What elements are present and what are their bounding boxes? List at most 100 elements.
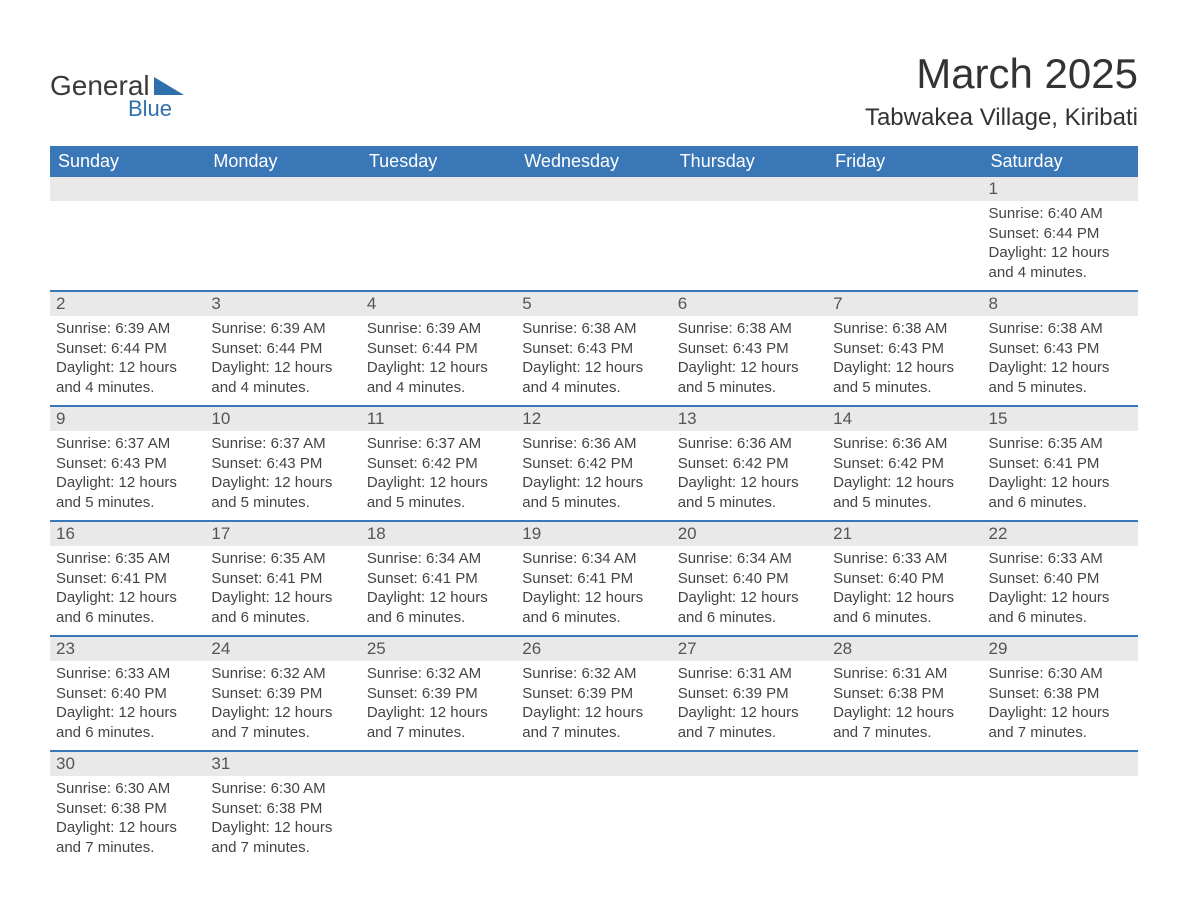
sunset-text: Sunset: 6:41 PM <box>989 454 1132 474</box>
day-number-cell: 30 <box>50 751 205 776</box>
day-number: 29 <box>989 639 1008 658</box>
day-number-cell: 14 <box>827 406 982 431</box>
calendar-table: Sunday Monday Tuesday Wednesday Thursday… <box>50 146 1138 865</box>
day-number-cell: 2 <box>50 291 205 316</box>
week-details-row: Sunrise: 6:39 AMSunset: 6:44 PMDaylight:… <box>50 316 1138 406</box>
day-number-cell: 9 <box>50 406 205 431</box>
day-number: 5 <box>522 294 531 313</box>
day-number-cell <box>205 177 360 201</box>
day-details-cell: Sunrise: 6:32 AMSunset: 6:39 PMDaylight:… <box>516 661 671 751</box>
sunset-text: Sunset: 6:38 PM <box>211 799 354 819</box>
sunrise-text: Sunrise: 6:33 AM <box>989 549 1132 569</box>
sunrise-text: Sunrise: 6:39 AM <box>211 319 354 339</box>
sunrise-text: Sunrise: 6:40 AM <box>989 204 1132 224</box>
day-details-cell: Sunrise: 6:34 AMSunset: 6:41 PMDaylight:… <box>361 546 516 636</box>
sunset-text: Sunset: 6:40 PM <box>678 569 821 589</box>
day-number-cell: 21 <box>827 521 982 546</box>
sunrise-text: Sunrise: 6:30 AM <box>56 779 199 799</box>
day-details-cell: Sunrise: 6:38 AMSunset: 6:43 PMDaylight:… <box>827 316 982 406</box>
day-number: 6 <box>678 294 687 313</box>
sunset-text: Sunset: 6:41 PM <box>56 569 199 589</box>
day-number: 25 <box>367 639 386 658</box>
sunset-text: Sunset: 6:41 PM <box>522 569 665 589</box>
daylight-text: Daylight: 12 hours and 4 minutes. <box>989 243 1132 282</box>
day-details-cell: Sunrise: 6:33 AMSunset: 6:40 PMDaylight:… <box>827 546 982 636</box>
day-details-cell: Sunrise: 6:30 AMSunset: 6:38 PMDaylight:… <box>983 661 1138 751</box>
day-number: 17 <box>211 524 230 543</box>
sunrise-text: Sunrise: 6:35 AM <box>56 549 199 569</box>
daylight-text: Daylight: 12 hours and 6 minutes. <box>56 703 199 742</box>
day-number: 23 <box>56 639 75 658</box>
day-details-cell: Sunrise: 6:32 AMSunset: 6:39 PMDaylight:… <box>361 661 516 751</box>
sunrise-text: Sunrise: 6:35 AM <box>989 434 1132 454</box>
day-details-cell: Sunrise: 6:32 AMSunset: 6:39 PMDaylight:… <box>205 661 360 751</box>
sunset-text: Sunset: 6:42 PM <box>367 454 510 474</box>
day-number-cell: 31 <box>205 751 360 776</box>
day-number: 18 <box>367 524 386 543</box>
daylight-text: Daylight: 12 hours and 7 minutes. <box>211 818 354 857</box>
daylight-text: Daylight: 12 hours and 5 minutes. <box>833 358 976 397</box>
sunset-text: Sunset: 6:43 PM <box>211 454 354 474</box>
day-details-cell: Sunrise: 6:39 AMSunset: 6:44 PMDaylight:… <box>205 316 360 406</box>
day-number-cell: 20 <box>672 521 827 546</box>
sunset-text: Sunset: 6:38 PM <box>56 799 199 819</box>
day-number-cell <box>516 177 671 201</box>
day-details-cell <box>672 776 827 865</box>
day-number-cell: 4 <box>361 291 516 316</box>
day-details-cell: Sunrise: 6:37 AMSunset: 6:43 PMDaylight:… <box>205 431 360 521</box>
daylight-text: Daylight: 12 hours and 6 minutes. <box>211 588 354 627</box>
daylight-text: Daylight: 12 hours and 7 minutes. <box>678 703 821 742</box>
sunrise-text: Sunrise: 6:39 AM <box>367 319 510 339</box>
sunrise-text: Sunrise: 6:32 AM <box>211 664 354 684</box>
daylight-text: Daylight: 12 hours and 4 minutes. <box>367 358 510 397</box>
sunset-text: Sunset: 6:40 PM <box>989 569 1132 589</box>
day-number-cell <box>672 177 827 201</box>
week-details-row: Sunrise: 6:37 AMSunset: 6:43 PMDaylight:… <box>50 431 1138 521</box>
daylight-text: Daylight: 12 hours and 5 minutes. <box>367 473 510 512</box>
daylight-text: Daylight: 12 hours and 5 minutes. <box>678 358 821 397</box>
sunset-text: Sunset: 6:43 PM <box>833 339 976 359</box>
title-block: March 2025 Tabwakea Village, Kiribati <box>865 50 1138 132</box>
daylight-text: Daylight: 12 hours and 6 minutes. <box>678 588 821 627</box>
sunrise-text: Sunrise: 6:36 AM <box>678 434 821 454</box>
daylight-text: Daylight: 12 hours and 5 minutes. <box>833 473 976 512</box>
location-title: Tabwakea Village, Kiribati <box>865 104 1138 132</box>
day-number-cell <box>50 177 205 201</box>
daylight-text: Daylight: 12 hours and 4 minutes. <box>522 358 665 397</box>
sunset-text: Sunset: 6:41 PM <box>211 569 354 589</box>
week-number-row: 30 31 <box>50 751 1138 776</box>
sunset-text: Sunset: 6:39 PM <box>211 684 354 704</box>
day-details-cell: Sunrise: 6:36 AMSunset: 6:42 PMDaylight:… <box>516 431 671 521</box>
day-number: 30 <box>56 754 75 773</box>
daylight-text: Daylight: 12 hours and 5 minutes. <box>211 473 354 512</box>
day-number-cell: 19 <box>516 521 671 546</box>
sunrise-text: Sunrise: 6:39 AM <box>56 319 199 339</box>
day-number: 4 <box>367 294 376 313</box>
day-number-cell: 3 <box>205 291 360 316</box>
week-number-row: 23242526272829 <box>50 636 1138 661</box>
weekday-header: Sunday <box>50 146 205 177</box>
sunset-text: Sunset: 6:40 PM <box>56 684 199 704</box>
daylight-text: Daylight: 12 hours and 7 minutes. <box>367 703 510 742</box>
day-details-cell <box>827 776 982 865</box>
daylight-text: Daylight: 12 hours and 7 minutes. <box>989 703 1132 742</box>
day-details-cell: Sunrise: 6:31 AMSunset: 6:38 PMDaylight:… <box>827 661 982 751</box>
daylight-text: Daylight: 12 hours and 7 minutes. <box>211 703 354 742</box>
day-number-cell: 12 <box>516 406 671 431</box>
weekday-header: Monday <box>205 146 360 177</box>
day-number: 16 <box>56 524 75 543</box>
week-details-row: Sunrise: 6:40 AMSunset: 6:44 PMDaylight:… <box>50 201 1138 291</box>
daylight-text: Daylight: 12 hours and 4 minutes. <box>211 358 354 397</box>
sunrise-text: Sunrise: 6:31 AM <box>678 664 821 684</box>
sunrise-text: Sunrise: 6:32 AM <box>522 664 665 684</box>
daylight-text: Daylight: 12 hours and 6 minutes. <box>833 588 976 627</box>
day-number: 3 <box>211 294 220 313</box>
day-number-cell: 13 <box>672 406 827 431</box>
sunrise-text: Sunrise: 6:30 AM <box>211 779 354 799</box>
sunset-text: Sunset: 6:38 PM <box>989 684 1132 704</box>
day-details-cell: Sunrise: 6:38 AMSunset: 6:43 PMDaylight:… <box>672 316 827 406</box>
weekday-header-row: Sunday Monday Tuesday Wednesday Thursday… <box>50 146 1138 177</box>
sunrise-text: Sunrise: 6:35 AM <box>211 549 354 569</box>
day-number-cell: 6 <box>672 291 827 316</box>
day-details-cell: Sunrise: 6:35 AMSunset: 6:41 PMDaylight:… <box>205 546 360 636</box>
